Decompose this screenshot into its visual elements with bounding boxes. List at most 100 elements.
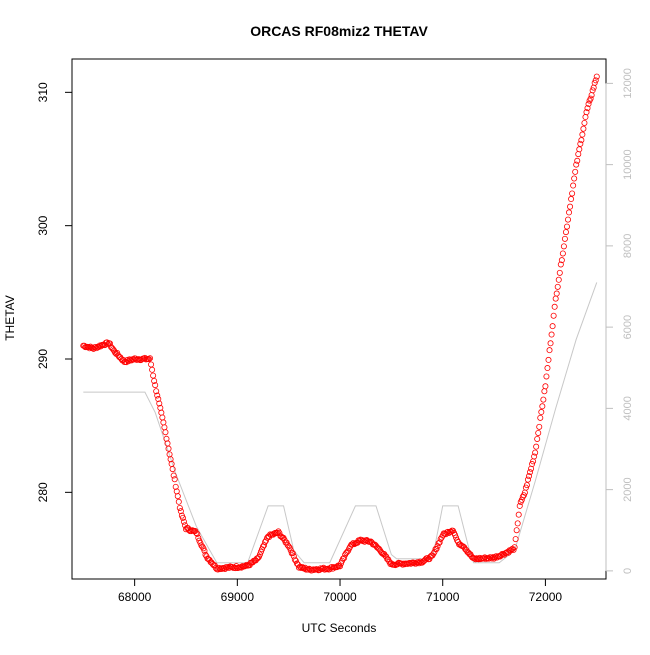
data-point <box>581 119 588 126</box>
data-point <box>171 476 178 483</box>
data-point <box>538 409 545 416</box>
data-point <box>570 182 577 189</box>
data-point <box>180 518 187 525</box>
data-point <box>201 547 208 554</box>
data-point <box>523 482 530 489</box>
x-tick-label: 68000 <box>118 590 152 604</box>
data-point <box>512 536 519 543</box>
data-point <box>583 109 590 116</box>
data-point <box>373 544 380 551</box>
data-point <box>270 531 277 538</box>
data-point <box>545 356 552 363</box>
x-tick-label: 69000 <box>221 590 255 604</box>
data-point <box>153 388 160 395</box>
data-point <box>537 414 544 421</box>
data-point <box>513 527 520 534</box>
y-tick-label: 280 <box>36 482 50 502</box>
data-point <box>556 269 563 276</box>
data-point <box>527 469 534 476</box>
data-point <box>152 382 159 389</box>
data-point <box>363 537 370 544</box>
data-point <box>542 383 549 390</box>
data-point <box>585 101 592 108</box>
data-point <box>587 95 594 102</box>
data-point <box>274 529 281 536</box>
x-tick-label: 72000 <box>529 590 563 604</box>
data-point <box>85 343 92 350</box>
data-point <box>554 283 561 290</box>
data-point <box>555 276 562 283</box>
data-point <box>525 473 532 480</box>
data-point <box>341 554 348 561</box>
data-point <box>558 257 565 264</box>
data-point <box>299 563 306 570</box>
data-point <box>578 137 585 144</box>
data-point <box>533 443 540 450</box>
data-point <box>573 161 580 168</box>
data-point <box>536 423 543 430</box>
data-point <box>179 514 186 521</box>
data-point <box>520 492 527 499</box>
data-point <box>544 365 551 372</box>
data-point <box>465 549 472 556</box>
data-point <box>155 396 162 403</box>
data-point <box>149 366 156 373</box>
data-point <box>437 535 444 542</box>
data-point <box>115 352 122 359</box>
data-point <box>524 476 531 483</box>
data-point <box>557 261 564 268</box>
data-point <box>249 559 256 566</box>
x-tick-label: 71000 <box>426 590 460 604</box>
data-point <box>165 445 172 452</box>
data-point <box>576 146 583 153</box>
data-point <box>511 544 518 551</box>
data-point <box>147 355 154 362</box>
data-point <box>531 453 538 460</box>
data-point <box>529 461 536 468</box>
data-point <box>547 340 554 347</box>
data-point <box>550 312 557 319</box>
data-point <box>574 157 581 164</box>
data-point <box>559 250 566 257</box>
data-point <box>176 504 183 511</box>
data-point <box>170 472 177 479</box>
data-point <box>344 548 351 555</box>
data-point <box>436 539 443 546</box>
data-point <box>577 140 584 147</box>
data-point <box>551 303 558 310</box>
chart-title: ORCAS RF08miz2 THETAV <box>250 23 428 39</box>
data-point <box>516 502 523 509</box>
y2-tick-label: 10000 <box>622 149 634 180</box>
data-point <box>580 125 587 132</box>
data-point <box>156 400 163 407</box>
y2-tick-label: 8000 <box>622 234 634 258</box>
data-point <box>289 550 296 557</box>
data-point <box>420 558 427 565</box>
data-point <box>571 175 578 182</box>
y-tick-label: 310 <box>36 82 50 102</box>
data-point <box>419 559 426 566</box>
data-point <box>546 347 553 354</box>
data-point <box>195 534 202 541</box>
plot-layer: 68000 69000 70000 71000 72000 280 290 300 310 0 20… <box>36 58 634 604</box>
data-point <box>510 546 517 553</box>
data-point <box>566 209 573 216</box>
data-point <box>433 545 440 552</box>
data-point <box>300 564 307 571</box>
data-point <box>169 466 176 473</box>
data-point <box>286 544 293 551</box>
data-point <box>350 539 357 546</box>
data-point <box>534 435 541 442</box>
data-point <box>468 553 475 560</box>
data-point <box>532 449 539 456</box>
data-point <box>553 290 560 297</box>
data-point <box>175 498 182 505</box>
data-point <box>515 511 522 518</box>
y2-tick-label: 2000 <box>622 477 634 501</box>
x-tick-label: 70000 <box>323 590 357 604</box>
data-point <box>593 73 600 80</box>
y2-tick-label: 4000 <box>622 396 634 420</box>
y2-tick-label: 6000 <box>622 315 634 339</box>
data-point <box>151 377 158 384</box>
